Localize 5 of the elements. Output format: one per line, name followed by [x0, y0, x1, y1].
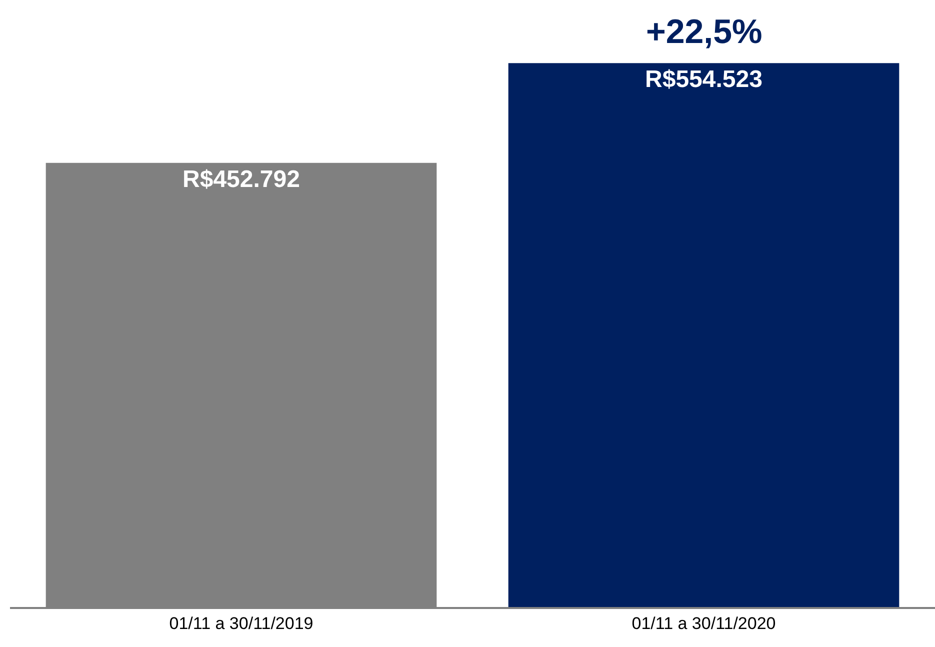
x-tick-label: 01/11 a 30/11/2020 — [632, 614, 776, 634]
data-label: R$554.523 — [645, 66, 762, 94]
annotation: +22,5% — [646, 13, 762, 51]
x-tick-label: 01/11 a 30/11/2019 — [169, 614, 314, 634]
data-label: R$452.792 — [182, 166, 300, 193]
